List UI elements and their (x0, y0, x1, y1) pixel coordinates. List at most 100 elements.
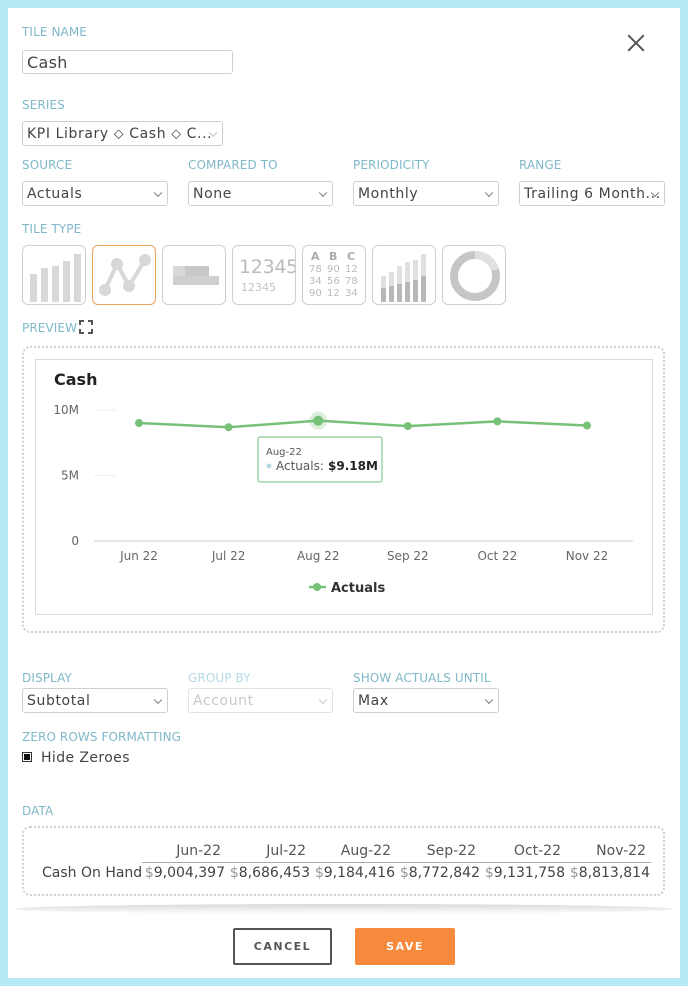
range-select[interactable]: Trailing 6 Month... (519, 181, 665, 206)
hide-zeroes-checkbox[interactable] (22, 752, 32, 762)
currency-symbol: $ (229, 865, 239, 881)
table-icon-cell: 90 (309, 288, 322, 299)
range-value: Trailing 6 Month... (524, 185, 661, 202)
chevron-down-icon (484, 695, 494, 704)
data-column-header: Jul-22 (266, 843, 306, 859)
chart-legend[interactable]: Actuals (309, 581, 385, 596)
show-actuals-until-label: SHOW ACTUALS UNTIL (353, 671, 491, 685)
y-tick-label: 5M (61, 469, 79, 483)
edit-tile-panel (8, 8, 680, 978)
currency-symbol: $ (569, 865, 579, 881)
group-by-value: Account (193, 692, 254, 709)
chevron-down-icon (318, 695, 328, 704)
table-icon-header: C (347, 250, 355, 263)
data-cell-value: 8,772,842 (408, 865, 480, 881)
table-icon-cell: 78 (309, 264, 322, 275)
table-icon-header: B (329, 250, 337, 263)
hide-zeroes-label: Hide Zeroes (41, 750, 130, 766)
group-by-select: Account (188, 688, 333, 713)
group-by-label: GROUP BY (188, 671, 251, 685)
display-value: Subtotal (27, 692, 91, 709)
data-cell: $8,686,453 (226, 865, 310, 881)
expand-icon[interactable] (79, 320, 93, 334)
footer-shadow (14, 904, 674, 914)
data-point[interactable] (583, 421, 591, 430)
x-tick-label: Aug 22 (297, 549, 340, 563)
preview-label: PREVIEW (22, 321, 78, 335)
tile-type-bar[interactable] (22, 245, 86, 305)
checkbox-icon (24, 754, 30, 760)
x-tick-label: Oct 22 (477, 549, 517, 563)
y-tick-label: 10M (53, 403, 79, 417)
tile-type-label: TILE TYPE (22, 222, 82, 236)
series-value: KPI Library ⬦ Cash ⬦ C... (27, 125, 213, 142)
data-cell-value: 8,813,814 (578, 865, 650, 881)
data-point[interactable] (135, 419, 143, 428)
tile-type-horizontal-bar[interactable] (162, 245, 226, 305)
display-label: DISPLAY (22, 671, 72, 685)
series-select[interactable]: KPI Library ⬦ Cash ⬦ C... (22, 121, 223, 146)
show-actuals-until-select[interactable]: Max (353, 688, 499, 713)
data-cell: $9,184,416 (311, 865, 395, 881)
data-cell: $9,004,397 (141, 865, 225, 881)
data-cell-value: 9,131,758 (493, 865, 565, 881)
tile-type-stacked-bar[interactable] (372, 245, 436, 305)
data-cell-value: 9,184,416 (323, 865, 395, 881)
tile-type-donut[interactable] (442, 245, 506, 305)
currency-symbol: $ (399, 865, 409, 881)
table-icon-cell: 34 (345, 288, 358, 299)
data-cell: $9,131,758 (481, 865, 565, 881)
chart-tooltip: Aug-22 Actuals: $9.18M (257, 436, 383, 483)
chevron-down-icon (153, 695, 163, 704)
data-column-header: Aug-22 (340, 843, 391, 859)
preview-container (22, 346, 665, 633)
table-icon-cell: 56 (327, 276, 340, 287)
data-column-header: Sep-22 (426, 843, 476, 859)
data-cell-value: 8,686,453 (238, 865, 310, 881)
display-select[interactable]: Subtotal (22, 688, 168, 713)
data-column-header: Jun-22 (176, 843, 221, 859)
x-tick-label: Nov 22 (566, 549, 609, 563)
periodicity-label: PERIODICITY (353, 158, 430, 172)
data-point[interactable] (313, 415, 324, 426)
cancel-button[interactable]: CANCEL (233, 928, 332, 965)
tile-type-line[interactable] (92, 245, 156, 305)
x-tick-label: Jul 22 (211, 549, 246, 563)
horizontal-bar-icon (173, 266, 219, 285)
tile-type-number[interactable]: 12345 12345 (232, 245, 296, 305)
data-point[interactable] (493, 417, 502, 426)
source-value: Actuals (27, 185, 83, 202)
zero-rows-label: ZERO ROWS FORMATTING (22, 730, 182, 744)
tooltip-series: Actuals: (276, 459, 324, 473)
compared-to-select[interactable]: None (188, 181, 333, 206)
line-chart: Cash 0 5M 10M Jun 22 Jul 22 Aug 22 Sep 22 Oct … (53, 370, 633, 596)
table-icon-cell: 12 (327, 288, 340, 299)
data-cell: $8,772,842 (396, 865, 480, 881)
compared-to-value: None (193, 185, 232, 202)
periodicity-select[interactable]: Monthly (353, 181, 499, 206)
compared-to-label: COMPARED TO (188, 158, 278, 172)
chart-title: Cash (54, 370, 97, 389)
periodicity-value: Monthly (358, 185, 419, 202)
data-header-divider (142, 862, 651, 863)
tile-name-input[interactable]: Cash (22, 50, 233, 74)
y-tick-label: 0 (71, 534, 79, 548)
range-label: RANGE (519, 158, 562, 172)
stacked-bar-icon (381, 254, 426, 302)
chart-frame (35, 359, 653, 615)
bar-chart-icon (30, 254, 81, 302)
table-icon-header: A (311, 250, 320, 263)
data-container (22, 826, 665, 896)
currency-symbol: $ (484, 865, 494, 881)
source-select[interactable]: Actuals (22, 181, 168, 206)
table-icon-cell: 78 (345, 276, 358, 287)
data-point[interactable] (224, 423, 233, 432)
series-label: SERIES (22, 98, 65, 112)
save-button[interactable]: SAVE (355, 928, 455, 965)
data-row-label: Cash On Hand (42, 865, 143, 881)
source-label: SOURCE (22, 158, 73, 172)
data-point[interactable] (403, 422, 412, 431)
table-icon-cell: 90 (327, 264, 340, 275)
